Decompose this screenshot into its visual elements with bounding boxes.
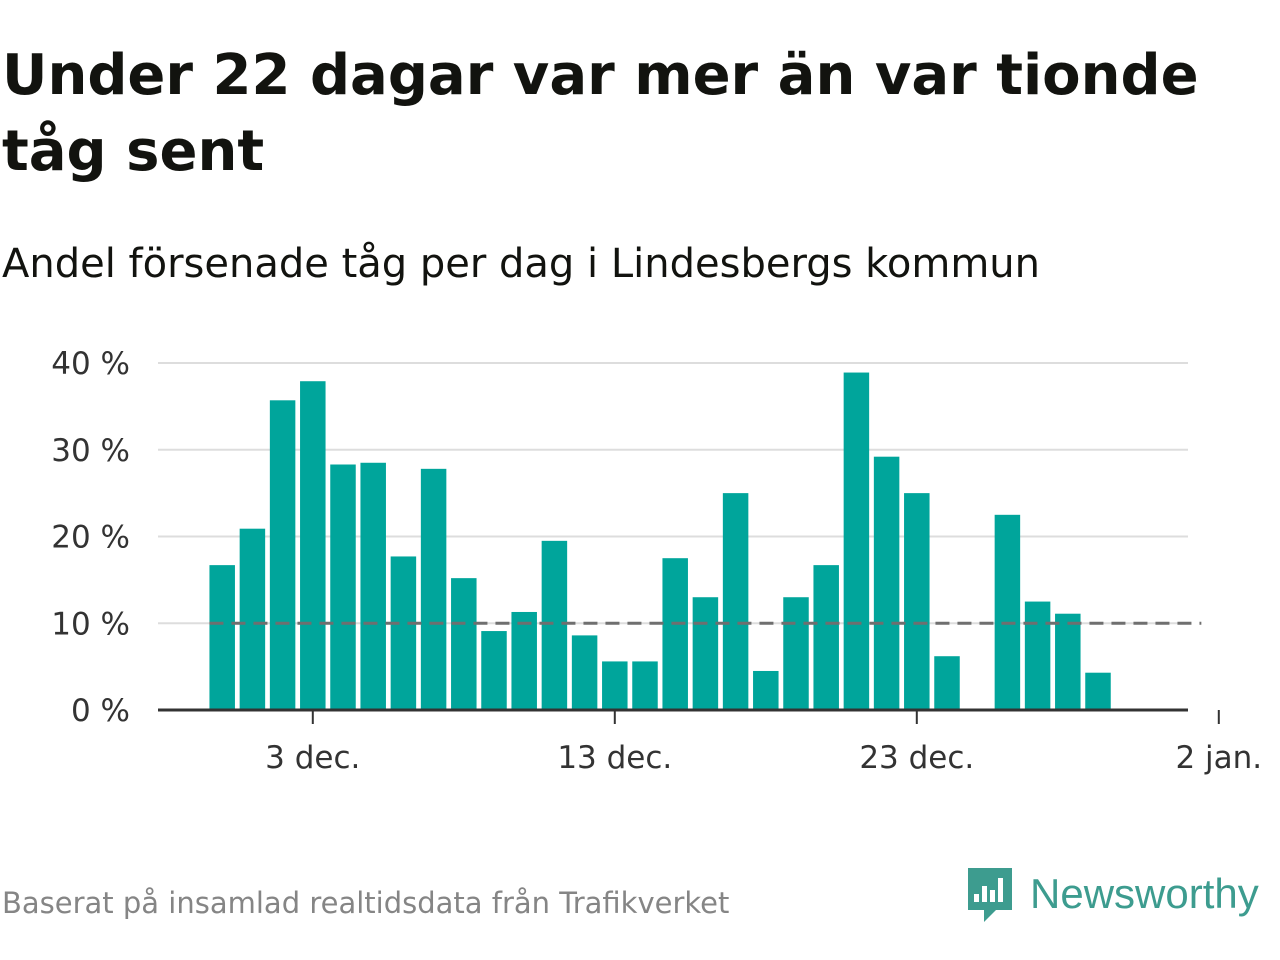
bar	[511, 611, 537, 710]
bar	[602, 661, 628, 710]
newsworthy-logo-icon	[968, 868, 1012, 922]
bar	[571, 635, 598, 710]
chart-subtitle: Andel försenade tåg per dag i Lindesberg…	[2, 241, 1040, 287]
bar	[451, 578, 477, 710]
bar	[873, 456, 900, 710]
bar	[632, 661, 658, 710]
bar	[300, 381, 326, 710]
bar	[330, 464, 356, 710]
x-tick-label: 3 dec.	[265, 740, 360, 776]
bar	[813, 565, 839, 710]
y-tick-label: 20 %	[51, 520, 130, 556]
bars	[209, 372, 1111, 710]
y-tick-label: 0 %	[71, 693, 130, 729]
bar-chart: 0 % 10 % 20 % 30 % 40 % 3 dec. 13 dec. 23 dec. 2…	[51, 346, 1262, 776]
bar	[994, 514, 1021, 710]
x-tick-label: 2 jan.	[1175, 740, 1262, 776]
bar	[481, 631, 507, 710]
y-tick-label: 40 %	[51, 346, 130, 382]
bar	[390, 556, 417, 710]
bar	[239, 528, 266, 710]
x-tick-label: 23 dec.	[859, 740, 974, 776]
bar	[783, 597, 809, 710]
brand-name: Newsworthy	[1030, 870, 1259, 917]
bar	[420, 468, 447, 710]
bar	[843, 372, 870, 710]
y-tick-label: 10 %	[51, 606, 130, 642]
bar	[722, 493, 749, 710]
bar	[753, 670, 779, 710]
y-tick-label: 30 %	[51, 433, 130, 469]
chart-title: Under 22 dagar var mer än var tionde tåg…	[2, 43, 1199, 184]
bar	[1085, 672, 1111, 710]
bar	[541, 540, 568, 710]
brand: Newsworthy	[964, 864, 1259, 924]
bar	[269, 400, 296, 710]
bar	[1024, 601, 1051, 710]
bar	[360, 462, 386, 710]
bar	[904, 493, 930, 710]
axes: 0 % 10 % 20 % 30 % 40 % 3 dec. 13 dec. 23 dec. 2…	[51, 346, 1262, 776]
bar	[662, 558, 688, 710]
bar	[692, 597, 719, 710]
x-tick-label: 13 dec.	[557, 740, 672, 776]
source-note: Baserat på insamlad realtidsdata från Tr…	[2, 886, 730, 920]
bar	[1055, 613, 1081, 710]
bar	[209, 565, 235, 710]
bar	[934, 656, 960, 710]
